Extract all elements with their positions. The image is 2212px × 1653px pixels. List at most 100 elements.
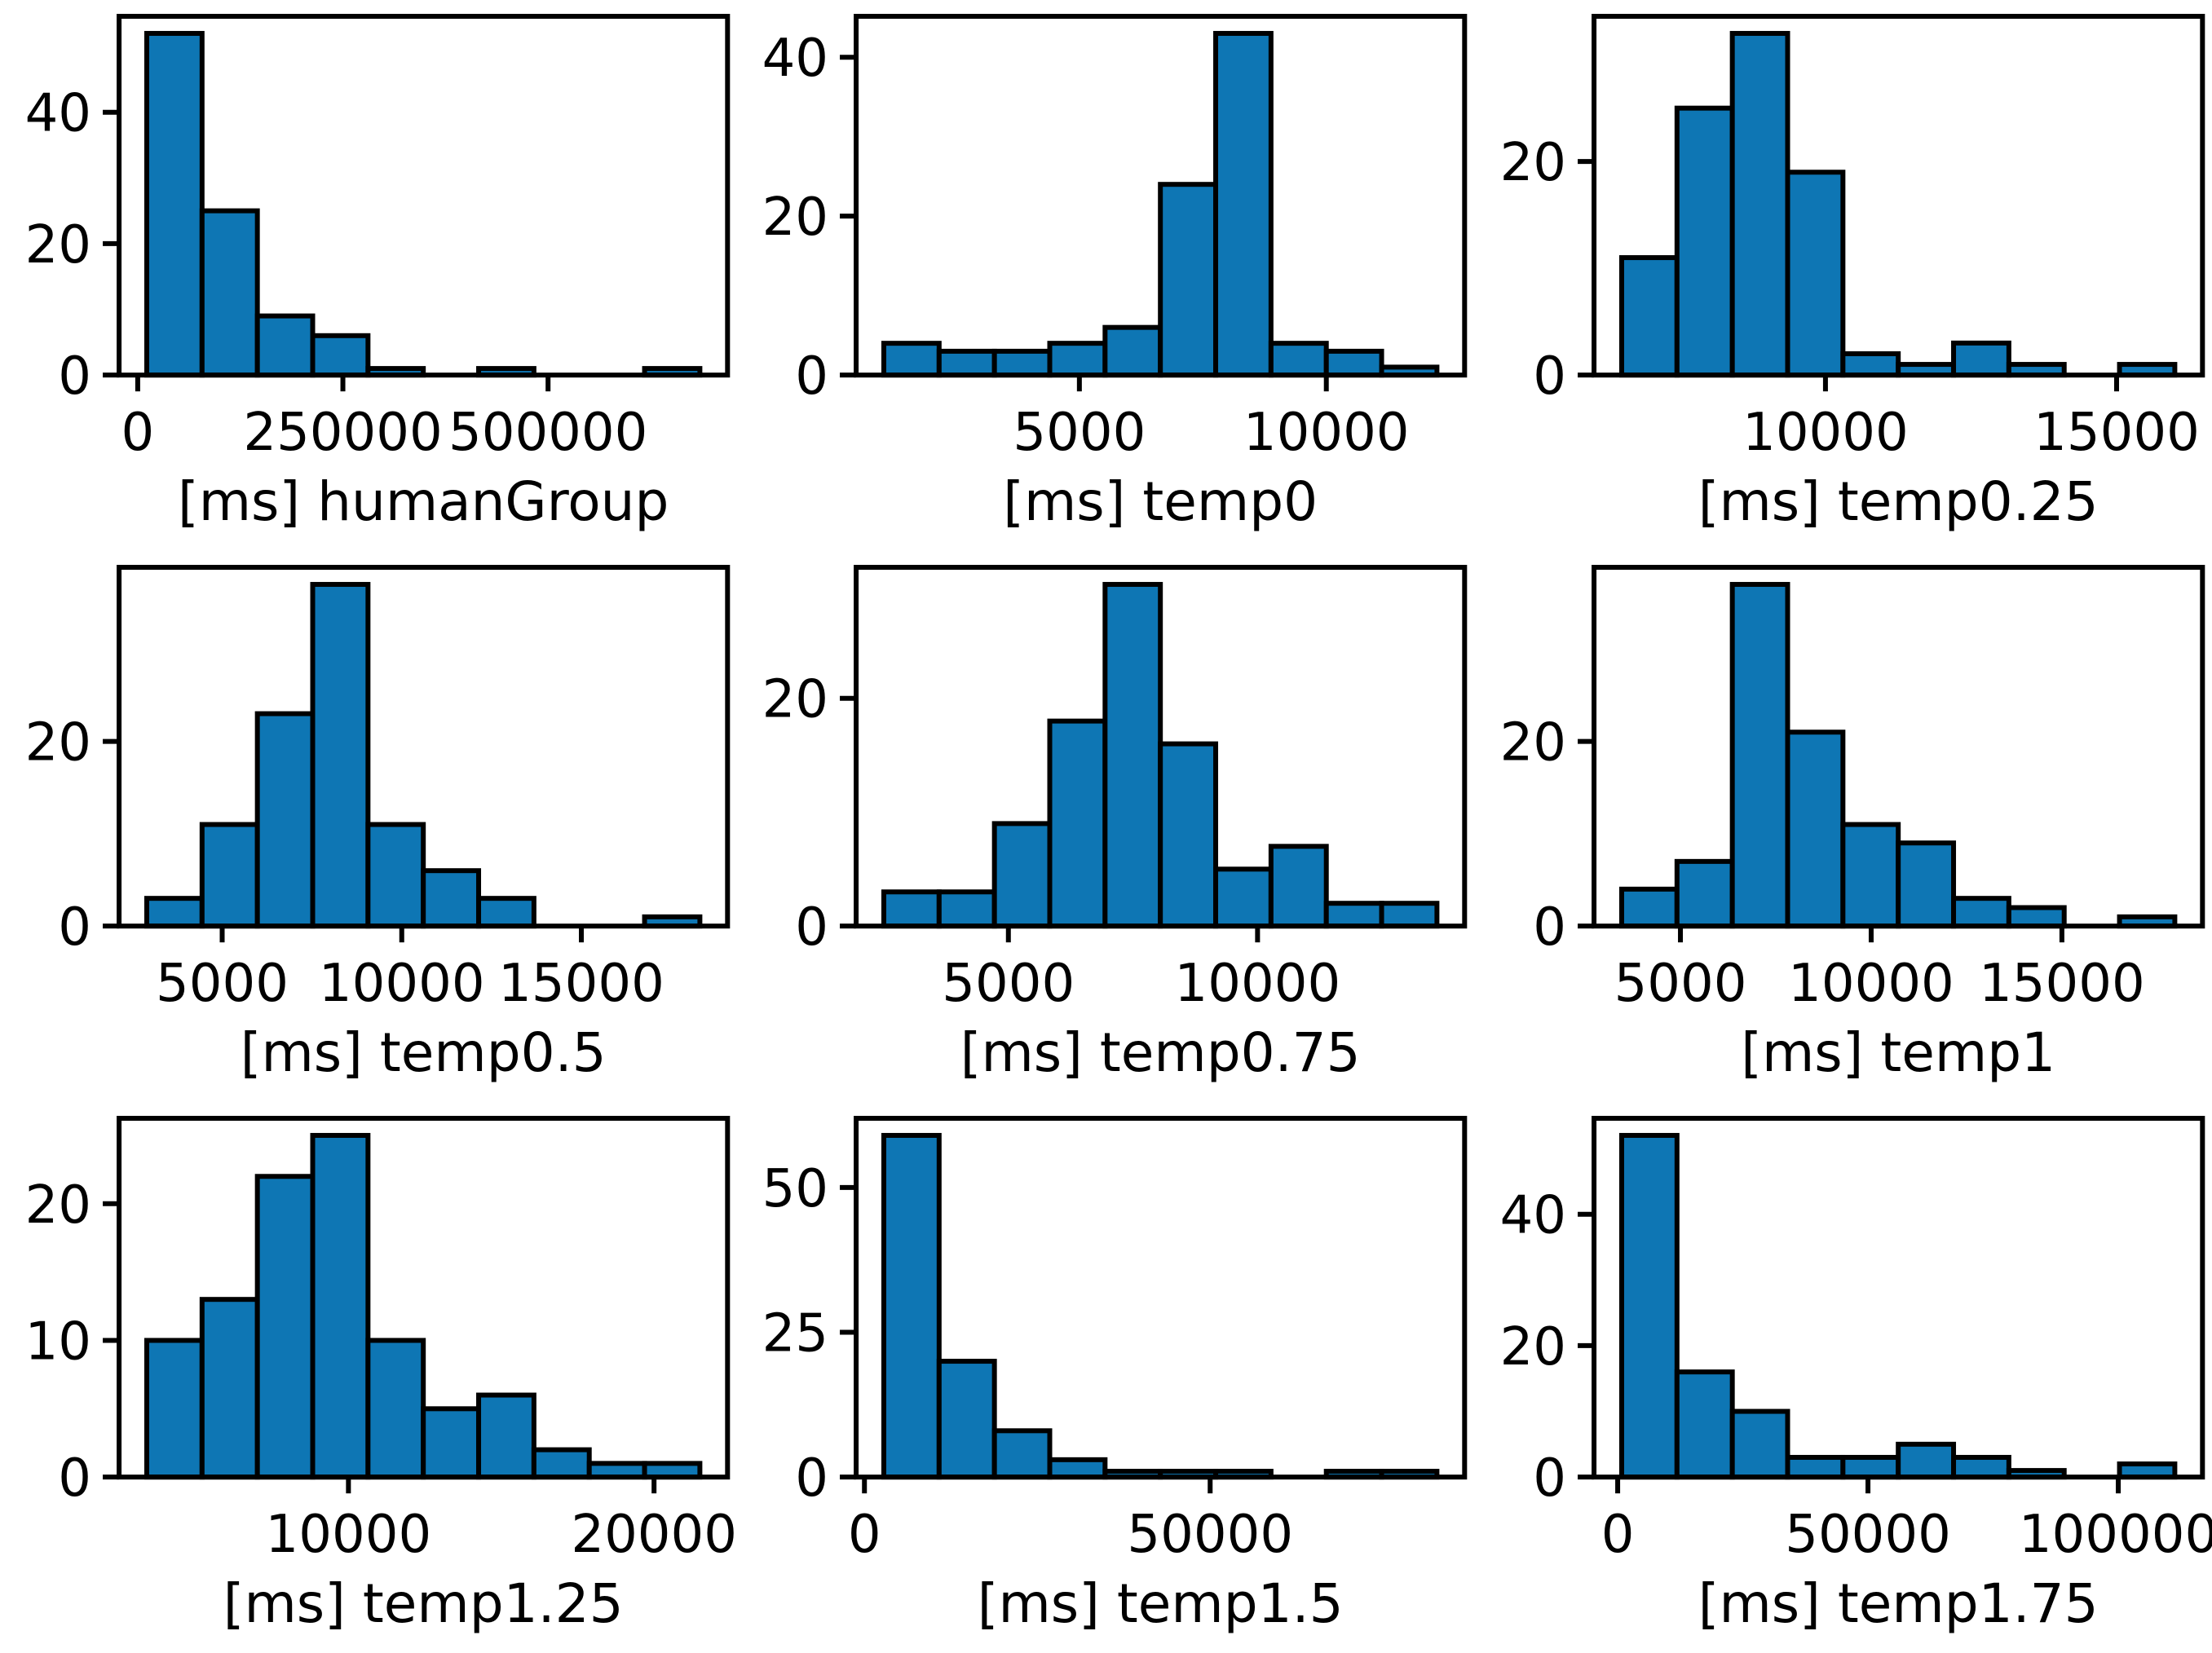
histogram-bar xyxy=(1950,1455,2011,1480)
x-tick-label: 250000 xyxy=(243,403,442,463)
y-tick-label: 20 xyxy=(25,713,91,774)
x-tick-label: 5000 xyxy=(156,954,289,1014)
histogram-bar xyxy=(476,896,536,929)
histogram-bar xyxy=(143,30,205,378)
y-tick-label: 50 xyxy=(762,1159,828,1219)
x-tick-label: 10000 xyxy=(319,954,485,1014)
histogram-bar xyxy=(310,1133,371,1480)
x-axis-label: [ms] temp1.25 xyxy=(223,1573,624,1636)
subplot-ms-temp0.25: 10000 15000 0 20 [ms] temp0.25 xyxy=(1475,0,2212,551)
y-tick-label: 40 xyxy=(762,29,828,89)
y-tick-label: 40 xyxy=(25,84,91,144)
histogram-bar xyxy=(1840,822,1901,929)
histogram-bar xyxy=(1785,170,1846,378)
axes-spines xyxy=(117,1116,731,1480)
y-tick-label: 20 xyxy=(1499,133,1565,193)
x-axis-label: [ms] temp1.5 xyxy=(978,1573,1344,1636)
subplot-ms-temp1.5: 0 50000 0 25 50 [ms] temp1.5 xyxy=(737,1102,1474,1653)
y-tick-label: 0 xyxy=(58,1449,91,1510)
histogram-bar xyxy=(1674,859,1735,929)
x-tick-label: 15000 xyxy=(1979,954,2145,1014)
histogram-bar xyxy=(1674,105,1735,378)
histogram-ms-temp1: 5000 10000 15000 0 20 [ms] temp1 xyxy=(1499,565,2205,1084)
x-tick-label: 10000 xyxy=(266,1505,432,1566)
histogram-bar xyxy=(1102,324,1163,378)
histogram-bar xyxy=(937,1359,997,1480)
histogram-bar xyxy=(1618,255,1680,378)
histogram-bar xyxy=(143,1338,205,1480)
histogram-bar xyxy=(365,1338,426,1480)
x-tick-label: 10000 xyxy=(1788,954,1954,1014)
x-tick-label: 0 xyxy=(848,1505,881,1566)
y-tick-label: 0 xyxy=(796,346,829,407)
histogram-bar xyxy=(937,889,997,929)
x-axis-label: [ms] temp0 xyxy=(1004,470,1318,533)
x-tick-label: 15000 xyxy=(498,954,664,1014)
histogram-bar xyxy=(1047,718,1108,929)
histogram-bar xyxy=(1213,866,1274,929)
histogram-bar xyxy=(991,821,1053,929)
y-tick-label: 0 xyxy=(1533,346,1566,407)
histogram-bar xyxy=(1840,1455,1901,1480)
y-tick-label: 10 xyxy=(25,1312,91,1373)
y-tick-label: 20 xyxy=(1499,1317,1565,1378)
x-tick-label: 100000 xyxy=(2018,1505,2211,1566)
histogram-bar xyxy=(1158,182,1219,378)
histogram-bar xyxy=(881,341,943,378)
subplot-ms-humanGroup: 0 250000 500000 0 20 40 [ms] humanGroup xyxy=(0,0,737,551)
subplot-ms-temp1: 5000 10000 15000 0 20 [ms] temp1 xyxy=(1475,551,2212,1102)
x-tick-label: 5000 xyxy=(943,954,1075,1014)
histogram-bar xyxy=(1324,901,1384,929)
histogram-bar xyxy=(254,1174,316,1480)
subplot-ms-temp1.25: 10000 20000 0 10 20 [ms] temp1.25 xyxy=(0,1102,737,1653)
histogram-bar xyxy=(991,1428,1053,1480)
y-tick-label: 0 xyxy=(796,897,829,958)
x-axis-label: [ms] temp0.25 xyxy=(1698,470,2098,533)
axes-spines xyxy=(1591,565,2205,929)
histogram-ms-temp0.5: 5000 10000 15000 0 20 [ms] temp0.5 xyxy=(25,565,731,1084)
axes-spines xyxy=(1591,14,2205,378)
histogram-bar xyxy=(1213,30,1274,378)
histogram-ms-temp1.5: 0 50000 0 25 50 [ms] temp1.5 xyxy=(762,1116,1468,1636)
axes-spines xyxy=(854,14,1468,378)
x-tick-label: 500000 xyxy=(448,403,647,463)
x-tick-label: 0 xyxy=(1600,1505,1634,1566)
y-tick-label: 25 xyxy=(762,1304,828,1364)
histogram-bar xyxy=(881,889,943,929)
subplot-ms-temp0.5: 5000 10000 15000 0 20 [ms] temp0.5 xyxy=(0,551,737,1102)
histogram-bar xyxy=(365,822,426,929)
histogram-bar xyxy=(1950,896,2011,929)
x-tick-label: 15000 xyxy=(2033,403,2200,463)
y-tick-label: 0 xyxy=(796,1449,829,1510)
histogram-bar xyxy=(1840,350,1901,378)
histogram-bar xyxy=(421,1406,482,1480)
histogram-bar xyxy=(1674,1369,1735,1480)
histogram-bar xyxy=(1950,340,2011,378)
x-axis-label: [ms] humanGroup xyxy=(178,470,669,533)
x-tick-label: 10000 xyxy=(1742,403,1909,463)
axes-spines xyxy=(117,14,731,378)
histogram-ms-temp0.75: 5000 10000 0 20 [ms] temp0.75 xyxy=(762,565,1468,1084)
histogram-bar xyxy=(254,313,316,378)
histogram-bar xyxy=(1895,1442,1956,1480)
x-tick-label: 50000 xyxy=(1785,1505,1951,1566)
histogram-bar xyxy=(254,711,316,929)
subplot-ms-temp1.75: 0 50000 100000 0 20 40 [ms] temp1.75 xyxy=(1475,1102,2212,1653)
y-tick-label: 0 xyxy=(1533,897,1566,958)
x-axis-label: [ms] temp1 xyxy=(1741,1021,2055,1084)
axes-spines xyxy=(854,1116,1468,1480)
histogram-ms-temp1.75: 0 50000 100000 0 20 40 [ms] temp1.75 xyxy=(1499,1116,2212,1636)
histogram-bar xyxy=(1729,582,1790,929)
histogram-bar xyxy=(1269,341,1330,378)
x-tick-label: 50000 xyxy=(1128,1505,1294,1566)
histogram-bar xyxy=(421,868,482,929)
histogram-bar xyxy=(1158,741,1219,929)
histogram-bar xyxy=(1618,1133,1680,1480)
histogram-bar xyxy=(476,1393,536,1480)
axes-spines xyxy=(117,565,731,929)
x-axis-label: [ms] temp0.75 xyxy=(960,1021,1361,1084)
x-axis-label: [ms] temp1.75 xyxy=(1698,1573,2098,1636)
subplot-ms-temp0.75: 5000 10000 0 20 [ms] temp0.75 xyxy=(737,551,1474,1102)
histogram-bar xyxy=(1379,901,1440,929)
